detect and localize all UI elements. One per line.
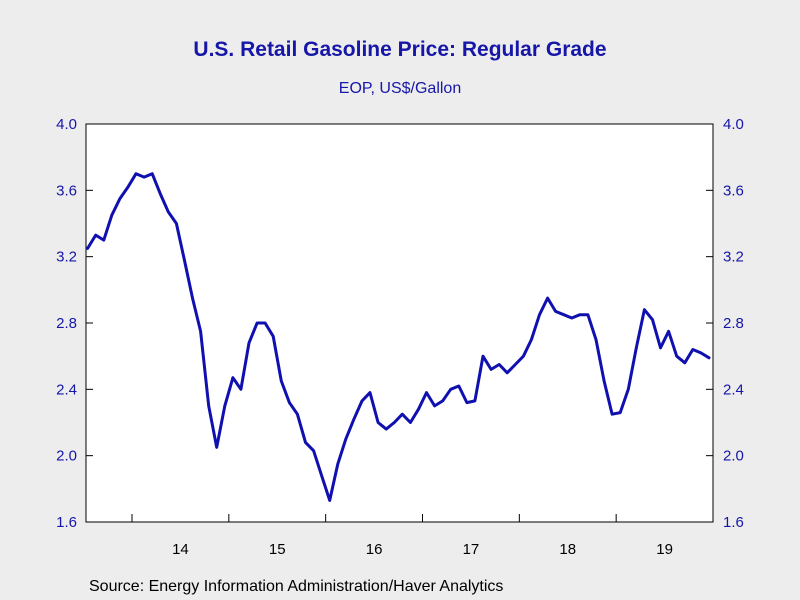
source-note: Source: Energy Information Administratio…	[89, 578, 504, 595]
y-tick-label-left: 1.6	[56, 514, 77, 531]
y-axis-left: 1.6 2.0 2.4 2.8 3.2 3.6 4.0	[56, 116, 93, 531]
chart-title: U.S. Retail Gasoline Price: Regular Grad…	[193, 38, 607, 61]
series-line	[86, 172, 711, 502]
x-axis: 14 15 16 17 18 19	[131, 514, 673, 558]
y-tick-label-right: 2.4	[723, 381, 744, 398]
y-tick-label-left: 2.8	[56, 315, 77, 332]
x-tick-label: 17	[463, 541, 480, 558]
y-tick-label-right: 4.0	[723, 116, 744, 133]
y-tick-label-left: 2.4	[56, 381, 77, 398]
y-tick-label-left: 3.6	[56, 182, 77, 199]
y-tick-label-right: 3.2	[723, 249, 744, 266]
y-tick-label-right: 1.6	[723, 514, 744, 531]
x-tick-label: 18	[559, 541, 576, 558]
y-tick-label-right: 2.0	[723, 448, 744, 465]
plot-area	[85, 123, 714, 523]
chart-subtitle: EOP, US$/Gallon	[338, 80, 462, 97]
y-axis-right: 1.6 2.0 2.4 2.8 3.2 3.6 4.0	[706, 116, 744, 531]
y-tick-label-left: 4.0	[56, 116, 77, 133]
y-tick-label-right: 3.6	[723, 182, 744, 199]
y-tick-label-left: 3.2	[56, 249, 77, 266]
y-tick-label-left: 2.0	[56, 448, 77, 465]
y-tick-label-right: 2.8	[723, 315, 744, 332]
x-tick-label: 15	[269, 541, 286, 558]
x-tick-label: 19	[656, 541, 673, 558]
x-tick-label: 14	[172, 541, 189, 558]
x-tick-label: 16	[366, 541, 383, 558]
